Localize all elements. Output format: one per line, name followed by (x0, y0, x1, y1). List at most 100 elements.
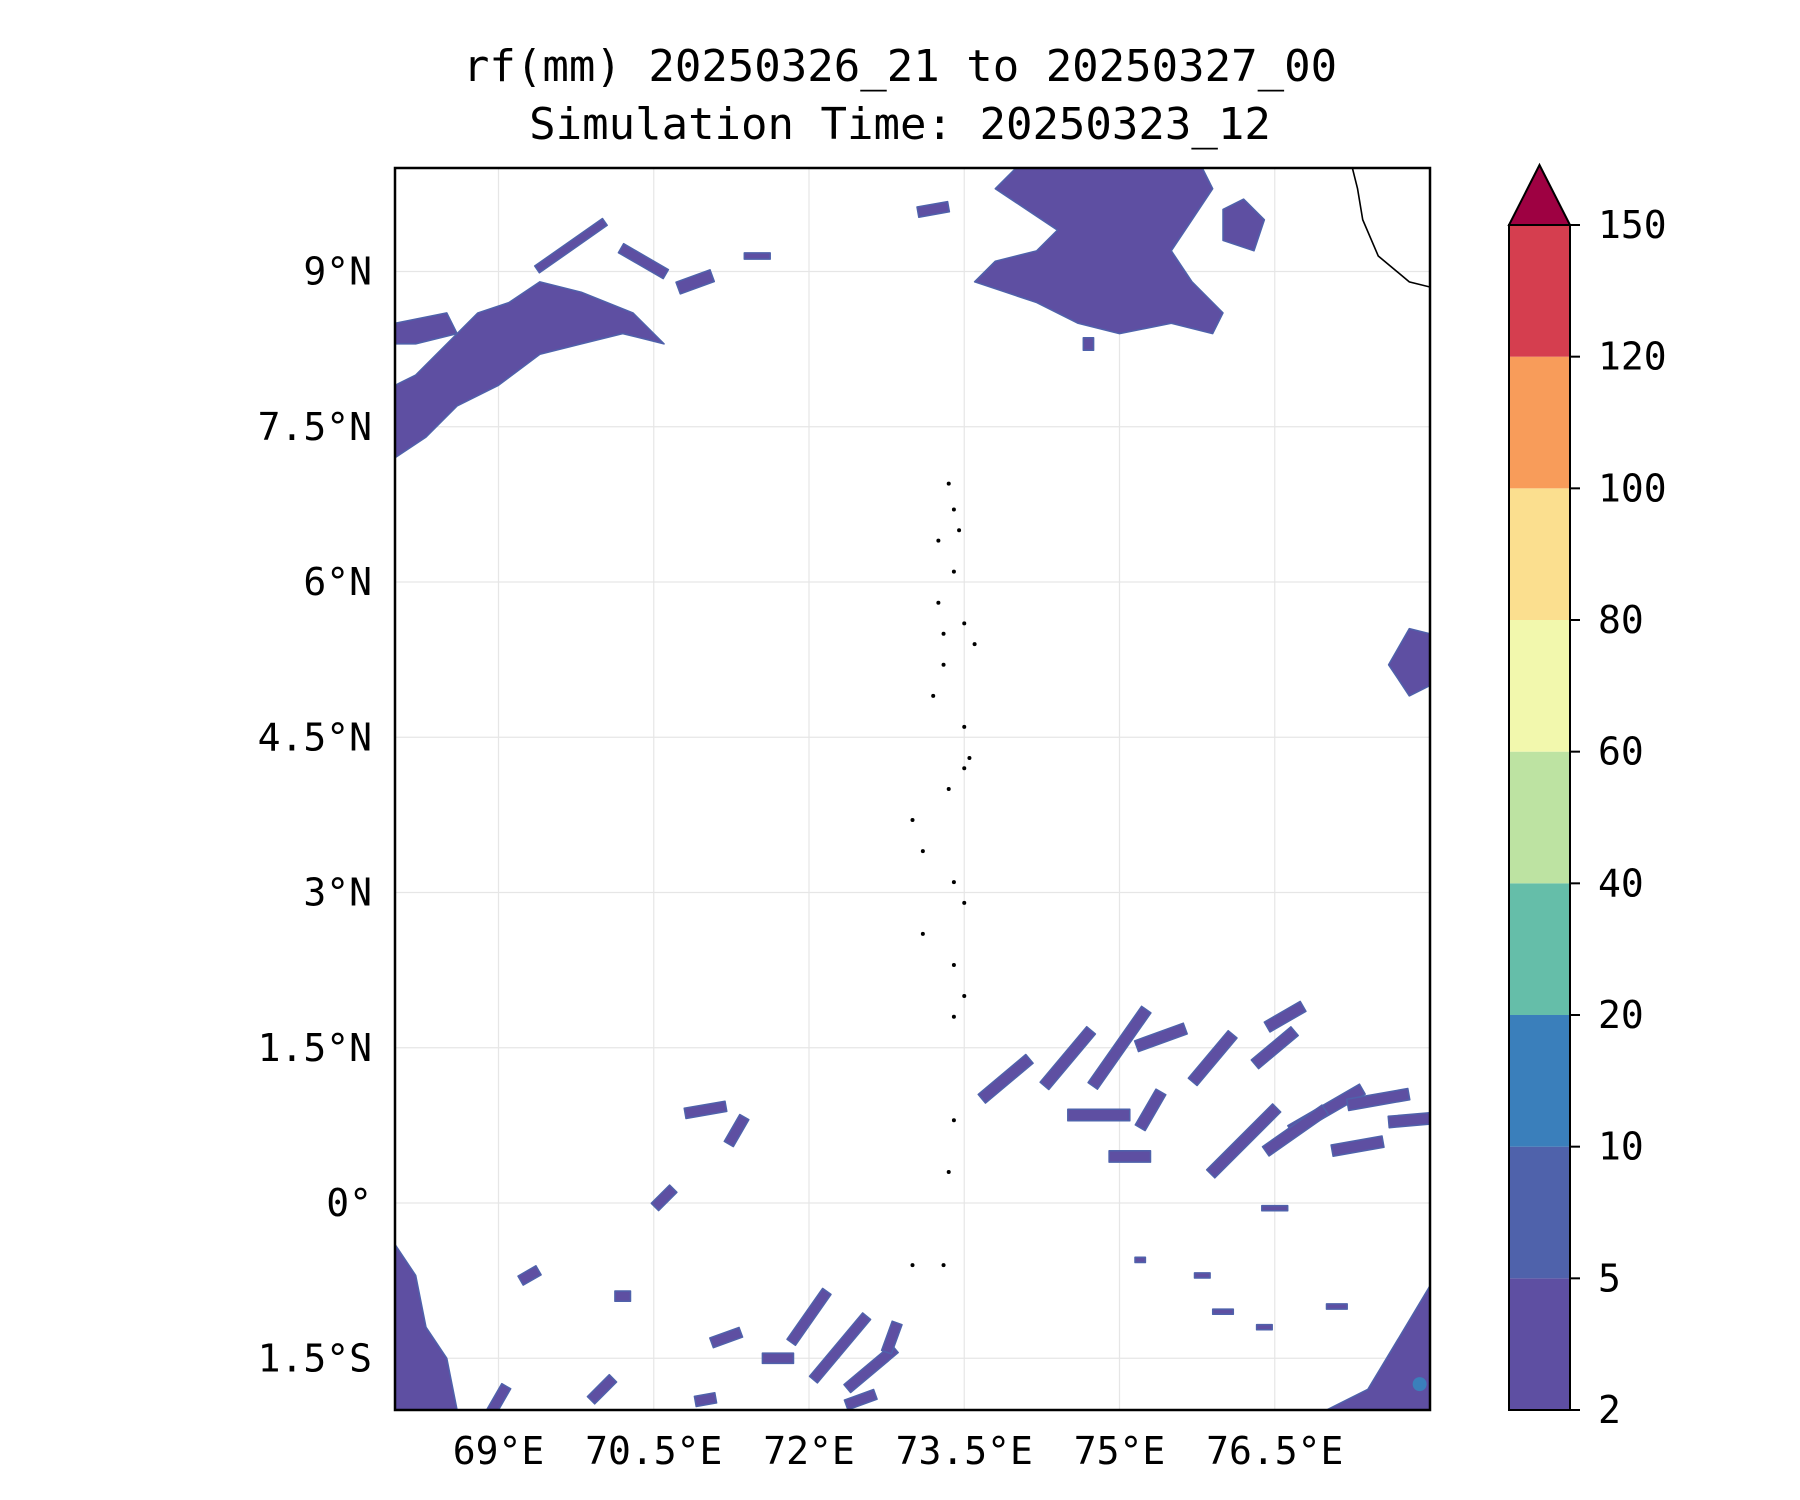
colorbar-segment (1509, 620, 1570, 752)
rain-streak (533, 217, 608, 274)
rain-area-east-edge (1387, 627, 1430, 697)
coastlines (910, 168, 1430, 1268)
rain-streak-southeast (1211, 1308, 1235, 1316)
map-frame (393, 166, 1432, 1412)
rain-streak-equatorial (1205, 1103, 1282, 1179)
atoll-dot (920, 931, 925, 936)
x-tick-label: 75°E (1074, 1429, 1166, 1473)
rain-streak-equatorial (1067, 1108, 1131, 1122)
rain-streak-southwest (880, 1320, 903, 1355)
rain-area-north-central (973, 168, 1224, 335)
rain-streak-southeast (1261, 1204, 1289, 1212)
atoll-dot (910, 818, 915, 823)
rain-streak-southwest (808, 1312, 872, 1384)
atoll-dot (962, 900, 967, 905)
rain-streak-southwest (650, 1184, 678, 1212)
rain-streak-southwest (761, 1352, 795, 1365)
colorbar-segment (1509, 225, 1570, 357)
y-tick-label: 1.5°N (258, 1026, 372, 1070)
atoll-dot (951, 880, 956, 885)
rain-area-southwest (395, 1243, 458, 1410)
rain-streak-southwest (843, 1388, 878, 1410)
y-tick-label: 1.5°S (258, 1336, 372, 1380)
rain-area-southeast-peak (1412, 1377, 1427, 1392)
y-tick-label: 4.5°N (258, 715, 372, 759)
x-tick-label: 73.5°E (896, 1429, 1033, 1473)
gridlines (395, 168, 1430, 1410)
rain-area-southeast (1325, 1285, 1430, 1410)
atoll-dot (941, 631, 946, 636)
y-tick-label: 6°N (303, 560, 372, 604)
atoll-dot (962, 621, 967, 626)
atoll-dot (951, 962, 956, 967)
rain-streak (617, 242, 670, 280)
rain-streak-southwest (723, 1113, 750, 1148)
atoll-dot (972, 642, 977, 647)
rain-streak-equatorial (1187, 1029, 1238, 1087)
colorbar-segment (1509, 488, 1570, 620)
coastline-india (1351, 168, 1430, 288)
atoll-dot (936, 538, 941, 543)
rain-streak-equatorial (1330, 1135, 1385, 1157)
atoll-dot (951, 1118, 956, 1123)
atoll-dot (920, 849, 925, 854)
rain-area-north-central (1222, 198, 1266, 252)
colorbar-segment (1509, 1015, 1570, 1147)
atoll-dot (946, 787, 951, 791)
atoll-dot (967, 755, 972, 760)
colorbar-segment (1509, 356, 1570, 489)
atoll-dot (951, 507, 956, 512)
x-axis: 69°E 70.5°E 72°E 73.5°E 75°E 76.5°E (453, 1429, 1344, 1473)
rainfall-contours (395, 168, 1430, 1410)
colorbar-tick-label: 5 (1598, 1256, 1621, 1300)
atoll-dot (931, 693, 936, 698)
colorbar-segment (1509, 751, 1570, 884)
rain-streak (1082, 336, 1095, 351)
atoll-dot (941, 662, 946, 667)
colorbar-tick-label: 2 (1598, 1388, 1621, 1432)
atoll-dot (962, 994, 967, 998)
atoll-dot (951, 569, 956, 574)
rain-streak (916, 200, 951, 218)
rain-streak (743, 252, 771, 260)
y-tick-label: 3°N (303, 871, 372, 915)
rain-streak (675, 269, 716, 295)
rain-streak-equatorial (977, 1053, 1034, 1104)
rain-streak-southwest (586, 1373, 618, 1405)
colorbar-segment (1509, 1278, 1570, 1410)
rain-area-northwest (395, 281, 665, 459)
rain-streak-southwest (485, 1382, 512, 1410)
x-tick-label: 70.5°E (585, 1429, 722, 1473)
rain-streak-southeast (1134, 1256, 1147, 1264)
x-tick-label: 69°E (453, 1429, 545, 1473)
rain-streak-equatorial (1345, 1087, 1411, 1112)
colorbar-tick-label: 60 (1598, 730, 1644, 774)
y-tick-label: 9°N (303, 250, 372, 294)
rain-streak-equatorial (1261, 1104, 1330, 1157)
atoll-dot (957, 528, 962, 533)
chart-subtitle: Simulation Time: 20250323_12 (529, 99, 1271, 150)
rain-streak-equatorial (1087, 1005, 1152, 1090)
chart-title: rf(mm) 20250326_21 to 20250327_00 (462, 41, 1338, 92)
atoll-dot (962, 724, 967, 729)
colorbar-tick-label: 100 (1598, 466, 1667, 510)
rain-area-northwest (395, 312, 458, 345)
colorbar-tick-label: 20 (1598, 993, 1644, 1037)
atoll-dot (962, 766, 967, 771)
rain-streak-equatorial (1134, 1088, 1167, 1132)
y-axis: 9°N 7.5°N 6°N 4.5°N 3°N 1.5°N 0° 1.5°S (258, 250, 372, 1381)
atoll-dot (936, 600, 941, 605)
x-tick-label: 72°E (763, 1429, 855, 1473)
colorbar-tick-label: 80 (1598, 598, 1644, 642)
y-tick-label: 0° (326, 1181, 372, 1225)
colorbar: 2 5 10 20 40 60 80 100 120 150 (1507, 162, 1667, 1432)
rain-streak-southwest (683, 1100, 728, 1120)
rain-streak-southwest (614, 1290, 632, 1303)
colorbar-tick-label: 40 (1598, 861, 1644, 905)
colorbar-tick-label: 120 (1598, 335, 1667, 379)
colorbar-tick-label: 150 (1598, 203, 1667, 247)
colorbar-tick-label: 10 (1598, 1125, 1644, 1169)
rain-streak-southeast (1255, 1323, 1273, 1331)
